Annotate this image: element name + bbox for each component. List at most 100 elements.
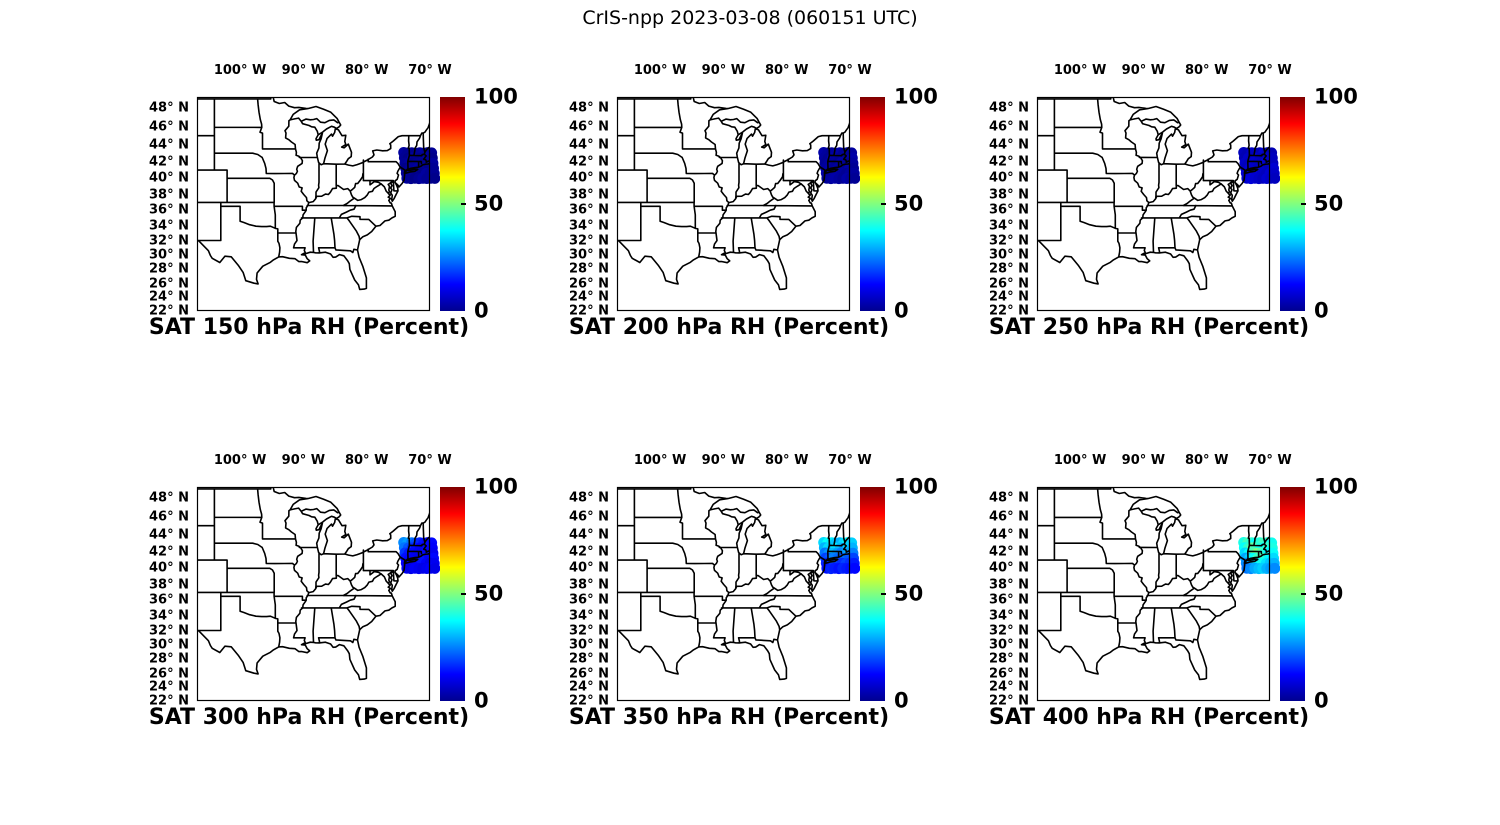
lat-tick-label: 34° N (569, 218, 609, 233)
state-boundaries (197, 487, 430, 681)
lon-tick-label: 70° W (1248, 453, 1292, 468)
lat-tick-label: 40° N (149, 560, 189, 576)
footprint-marker (1269, 172, 1281, 184)
figure-title: CrIS-npp 2023-03-08 (060151 UTC) (582, 7, 918, 29)
lat-tick-label: 46° N (989, 119, 1029, 135)
colorbar-mid-tick (1301, 203, 1306, 205)
subplot-150hpa: 100° W 90° W 80° W 70° W 48° N 46° N 44° N 42°… (149, 63, 518, 340)
lat-tick-label: 38° N (149, 577, 189, 592)
lat-tick-label: 38° N (989, 187, 1029, 202)
subplot-title: SAT 300 hPa RH (Percent) (148, 705, 470, 730)
colorbar-mid-tick (881, 593, 886, 595)
lon-tick-label: 90° W (281, 453, 326, 468)
colorbar (860, 97, 886, 311)
colorbar-max-label: 100 (894, 84, 938, 109)
lat-tick-label: 42° N (989, 544, 1029, 560)
state-boundaries (1037, 97, 1270, 291)
lat-tick-label: 30° N (569, 247, 609, 263)
colorbar (440, 487, 466, 701)
lat-tick-label: 32° N (989, 233, 1029, 248)
lat-tick-label: 30° N (149, 637, 189, 653)
lat-tick-label: 48° N (989, 490, 1029, 506)
lat-tick-label: 24° N (569, 289, 609, 305)
lat-tick-label: 28° N (989, 261, 1029, 277)
colorbar-min-label: 0 (894, 688, 909, 713)
lat-tick-label: 26° N (989, 666, 1029, 681)
colorbar (1280, 487, 1306, 701)
lat-tick-label: 30° N (989, 637, 1029, 653)
map-canvas (196, 486, 441, 702)
lon-tick-label: 70° W (828, 63, 872, 78)
colorbar-mid-label: 50 (1314, 581, 1344, 606)
subplot-300hpa: 100° W 90° W 80° W 70° W 48° N 46° N 44° N 42°… (149, 453, 518, 730)
lon-tick-label: 100° W (633, 63, 687, 78)
lon-tick-label: 80° W (344, 453, 389, 468)
footprint-marker (849, 562, 861, 574)
lat-tick-label: 48° N (149, 100, 189, 116)
lon-tick-label: 80° W (344, 63, 389, 78)
lat-tick-label: 22° N (569, 693, 609, 709)
lat-tick-label: 42° N (149, 544, 189, 560)
lat-tick-label: 34° N (149, 218, 189, 233)
lon-tick-label: 80° W (764, 63, 809, 78)
colorbar-mid-label: 50 (894, 191, 924, 216)
lat-tick-label: 28° N (989, 651, 1029, 667)
lat-tick-label: 40° N (989, 560, 1029, 576)
lat-tick-label: 46° N (989, 509, 1029, 525)
subplot-title: SAT 350 hPa RH (Percent) (568, 705, 890, 730)
lat-tick-label: 36° N (149, 592, 189, 608)
footprint-marker (1269, 562, 1281, 574)
map-frame (196, 96, 431, 312)
lat-tick-label: 22° N (149, 303, 189, 319)
lat-tick-label: 26° N (989, 276, 1029, 291)
lat-tick-label: 34° N (989, 218, 1029, 233)
map-canvas (616, 96, 861, 312)
subplot-400hpa: 100° W 90° W 80° W 70° W 48° N 46° N 44° N 42°… (989, 453, 1358, 730)
map-canvas (1036, 486, 1281, 702)
lat-tick-label: 44° N (989, 527, 1029, 542)
subplot-250hpa: 100° W 90° W 80° W 70° W 48° N 46° N 44° N 42°… (989, 63, 1358, 340)
lon-tick-label: 90° W (1121, 63, 1166, 78)
lat-tick-label: 48° N (569, 100, 609, 116)
lat-tick-label: 38° N (569, 187, 609, 202)
lon-tick-label: 70° W (828, 453, 872, 468)
colorbar-min-label: 0 (474, 688, 489, 713)
lon-tick-label: 90° W (701, 453, 746, 468)
lat-tick-label: 38° N (569, 577, 609, 592)
lon-tick-label: 80° W (1184, 63, 1229, 78)
colorbar-max-label: 100 (474, 84, 518, 109)
lat-tick-label: 22° N (989, 303, 1029, 319)
lat-tick-label: 42° N (569, 154, 609, 170)
lat-tick-label: 30° N (989, 247, 1029, 263)
observation-markers (818, 537, 861, 575)
colorbar-min-label: 0 (894, 298, 909, 323)
colorbar-max-label: 100 (1314, 84, 1358, 109)
lat-tick-label: 26° N (569, 666, 609, 681)
lon-tick-label: 100° W (213, 63, 267, 78)
lat-tick-label: 34° N (149, 608, 189, 623)
lat-tick-label: 46° N (149, 119, 189, 135)
lat-tick-label: 28° N (149, 651, 189, 667)
lon-tick-label: 100° W (213, 453, 267, 468)
lat-tick-label: 22° N (989, 693, 1029, 709)
lat-tick-label: 28° N (569, 651, 609, 667)
map-canvas (1036, 96, 1281, 312)
colorbar-min-label: 0 (1314, 298, 1329, 323)
colorbar-mid-label: 50 (1314, 191, 1344, 216)
lon-tick-label: 70° W (408, 453, 452, 468)
lon-tick-label: 80° W (764, 453, 809, 468)
lat-tick-label: 40° N (569, 560, 609, 576)
map-frame (616, 486, 851, 702)
colorbar-min-label: 0 (474, 298, 489, 323)
lon-tick-label: 90° W (701, 63, 746, 78)
colorbar-max-label: 100 (474, 474, 518, 499)
lat-tick-label: 36° N (149, 202, 189, 218)
lat-tick-label: 34° N (569, 608, 609, 623)
lon-tick-label: 100° W (1053, 63, 1107, 78)
lat-tick-label: 36° N (569, 202, 609, 218)
lat-tick-label: 46° N (569, 509, 609, 525)
lat-tick-label: 32° N (569, 233, 609, 248)
lat-tick-label: 24° N (149, 679, 189, 695)
colorbar (1280, 97, 1306, 311)
